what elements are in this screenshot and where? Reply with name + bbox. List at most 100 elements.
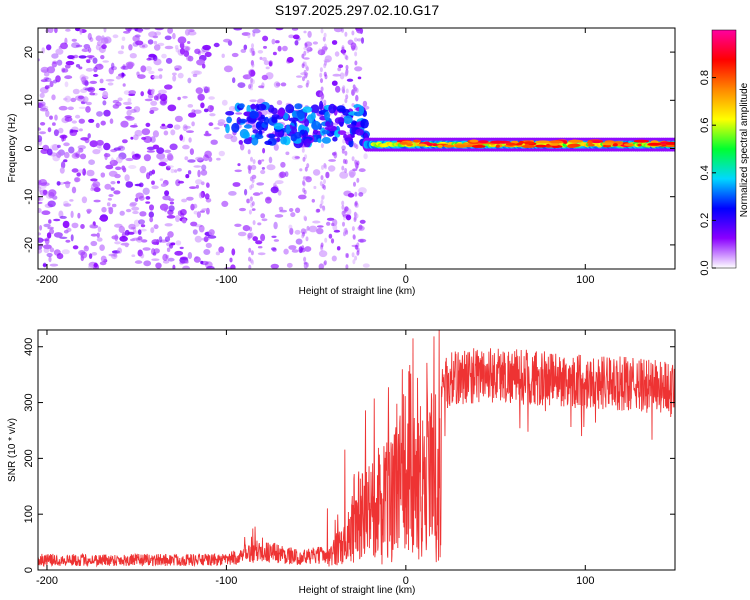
- spectrogram-cell: [125, 157, 134, 162]
- spectrogram-cell: [124, 115, 133, 119]
- spectrogram-cell: [261, 167, 265, 170]
- spectrogram-cell: [58, 45, 63, 49]
- spectrogram-cell: [306, 262, 309, 268]
- spectrogram-cell: [250, 103, 256, 110]
- spectrogram-cell: [358, 192, 364, 197]
- spectrogram-cell: [162, 253, 168, 261]
- spectrogram-cell: [100, 120, 106, 126]
- spectrogram-cell: [354, 66, 363, 72]
- spectrogram-cell: [237, 231, 247, 237]
- spectrogram-cell: [202, 86, 209, 90]
- spectrogram-cell: [85, 101, 92, 106]
- spectrogram-cell: [166, 152, 173, 161]
- spectrogram-cell: [40, 122, 46, 126]
- spectrogram-cell: [117, 97, 123, 102]
- spectrogram-cell: [268, 133, 276, 139]
- spectrogram-cell: [63, 97, 68, 101]
- spectrogram-cell: [101, 206, 107, 213]
- spectrogram-cell: [69, 199, 74, 202]
- spectrogram-cell: [275, 28, 284, 31]
- spectrogram-cell: [140, 65, 147, 73]
- spectrogram-cell: [587, 143, 595, 147]
- spectrogram-cell: [349, 171, 355, 178]
- spectrogram-cell: [115, 101, 122, 107]
- spectrogram-cell: [163, 130, 169, 136]
- spectrogram-cell: [107, 82, 114, 86]
- spectrogram-cell: [312, 220, 321, 224]
- spectrogram-cell: [200, 102, 205, 109]
- spectrogram-cell: [65, 239, 71, 243]
- spectrogram-cell: [601, 142, 616, 146]
- spectrogram-cell: [145, 66, 152, 72]
- spectrogram-cell: [262, 147, 266, 154]
- spectrogram-cell: [308, 225, 318, 233]
- spectrogram-cell: [167, 123, 174, 129]
- spectrogram-cell: [319, 67, 323, 73]
- spectrogram-cell: [47, 127, 52, 133]
- spectrogram-cell: [247, 149, 251, 155]
- spectrogram-cell: [273, 81, 281, 88]
- spectrogram-cell: [288, 224, 293, 230]
- spectrogram-cell: [69, 129, 74, 134]
- spectrogram-cell: [252, 50, 256, 56]
- spectrogram-cell: [320, 28, 324, 34]
- spectrogram-cell: [291, 126, 298, 135]
- spectrogram-cell: [239, 207, 246, 212]
- spectrogram-cell: [204, 193, 210, 200]
- spectrogram-cell: [167, 104, 177, 112]
- spectrogram-cell: [252, 192, 261, 196]
- spectrogram-cell: [153, 224, 159, 230]
- spectrogram-cell: [321, 137, 331, 144]
- spectrogram-cell: [319, 90, 323, 96]
- spectrogram-cell: [328, 233, 333, 239]
- spectrogram-cell: [164, 84, 173, 90]
- spectrogram-cell: [139, 165, 147, 174]
- spectrogram-cell: [345, 264, 349, 269]
- spectrogram-cell: [280, 161, 286, 168]
- spectrogram-cell: [130, 136, 134, 140]
- spectrogram-cell: [285, 104, 295, 114]
- spectrogram-cell: [352, 259, 356, 265]
- x-tick-label: -200: [36, 575, 58, 587]
- spectrogram-cell: [301, 245, 305, 251]
- spectrogram-cell: [158, 161, 167, 167]
- spectrogram-cell: [53, 218, 61, 222]
- spectrogram-cell: [251, 208, 256, 211]
- spectrogram-cell: [187, 159, 196, 163]
- spectrogram-cell: [273, 143, 279, 151]
- spectrogram-cell: [77, 212, 81, 219]
- spectrogram-cell: [271, 235, 277, 238]
- spectrogram-cell: [159, 203, 169, 211]
- spectrogram-cell: [306, 163, 310, 169]
- spectrogram-cell: [294, 103, 303, 110]
- spectrogram-cell: [362, 100, 368, 107]
- spectrogram-cell: [40, 79, 48, 83]
- spectrogram-cell: [60, 161, 66, 169]
- spectrogram-cell: [247, 165, 251, 171]
- spectrogram-cell: [343, 228, 347, 234]
- spectrogram-cell: [257, 50, 264, 54]
- spectrogram-cell: [51, 61, 58, 68]
- spectrogram-cell: [341, 200, 345, 206]
- spectrogram-cell: [205, 242, 212, 249]
- spectrogram-cell: [148, 70, 155, 75]
- spectrogram-cell: [109, 118, 114, 124]
- spectrogram-cell: [304, 42, 308, 48]
- spectrogram-cell: [294, 131, 302, 139]
- spectrogram-cell: [298, 194, 307, 200]
- spectrogram-cell: [97, 226, 102, 233]
- spectrogram-cell: [260, 169, 266, 175]
- spectrogram-cell: [179, 42, 185, 49]
- spectrogram-cell: [288, 245, 297, 250]
- spectrogram-cell: [133, 106, 141, 113]
- spectrogram-cell: [263, 116, 270, 125]
- spectrogram-cell: [170, 168, 175, 174]
- spectrogram-cell: [179, 246, 184, 250]
- y-tick-label: 0: [23, 145, 35, 151]
- spectrogram-cell: [302, 187, 306, 193]
- spectrogram-cell: [345, 131, 351, 135]
- spectrogram-cell: [343, 115, 353, 124]
- spectrogram-cell: [150, 227, 155, 234]
- spectrogram-cell: [140, 252, 145, 259]
- spectrogram-cell: [297, 85, 303, 89]
